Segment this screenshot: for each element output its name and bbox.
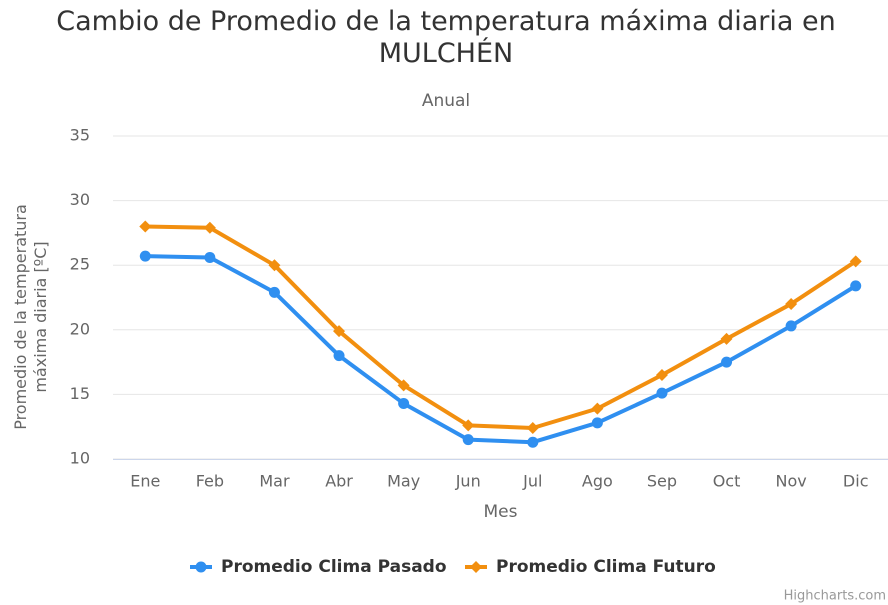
chart-title: Cambio de Promedio de la temperatura máx… — [56, 6, 836, 69]
point-marker — [398, 397, 410, 409]
x-tick-label: Dic — [843, 472, 869, 491]
x-tick-label: Abr — [325, 472, 353, 491]
y-axis-label: Promedio de la temperatura máxima diaria… — [11, 204, 50, 430]
y-tick-label: 35 — [70, 126, 90, 145]
x-tick-label: Oct — [713, 472, 741, 491]
point-marker — [203, 221, 216, 234]
point-marker — [785, 320, 797, 332]
point-marker — [333, 325, 346, 338]
point-marker — [139, 250, 151, 262]
x-tick-label: Jul — [522, 472, 542, 491]
point-marker — [204, 251, 216, 263]
legend-label: Promedio Clima Futuro — [496, 557, 716, 577]
point-marker — [268, 286, 280, 298]
legend-marker — [470, 561, 482, 573]
y-tick-label: 20 — [70, 319, 90, 338]
x-tick-label: Feb — [196, 472, 224, 491]
series-line — [145, 224, 857, 430]
point-marker — [591, 417, 603, 429]
x-tick-label: May — [387, 472, 420, 491]
x-tick-label: Sep — [647, 472, 677, 491]
point-marker — [656, 387, 668, 399]
point-marker — [462, 419, 475, 432]
x-tick-label: Jun — [455, 472, 481, 491]
point-marker — [785, 297, 798, 310]
x-tick-label: Ene — [130, 472, 160, 491]
y-tick-label: 30 — [70, 190, 90, 209]
point-marker — [333, 350, 345, 362]
point-marker — [139, 220, 152, 233]
point-marker — [527, 436, 539, 448]
point-marker — [721, 356, 733, 368]
legend-marker — [195, 561, 207, 573]
point-marker — [655, 369, 668, 382]
point-marker — [850, 280, 862, 292]
credits: Highcharts.com — [784, 589, 886, 604]
x-tick-label: Nov — [776, 472, 807, 491]
point-marker — [526, 421, 539, 434]
x-tick-label: Mar — [259, 472, 290, 491]
y-tick-label: 15 — [70, 384, 90, 403]
point-marker — [720, 332, 733, 345]
subtitle: Anual — [422, 91, 470, 111]
point-marker — [591, 402, 604, 415]
x-tick-label: Ago — [582, 472, 613, 491]
point-marker — [462, 434, 474, 446]
point-marker — [268, 259, 281, 272]
series-line — [145, 254, 857, 445]
x-axis-label: Mes — [484, 502, 518, 522]
y-tick-label: 10 — [70, 449, 90, 468]
y-tick-label: 25 — [70, 255, 90, 274]
legend-label: Promedio Clima Pasado — [221, 557, 447, 577]
point-marker — [397, 379, 410, 392]
point-marker — [849, 255, 862, 268]
